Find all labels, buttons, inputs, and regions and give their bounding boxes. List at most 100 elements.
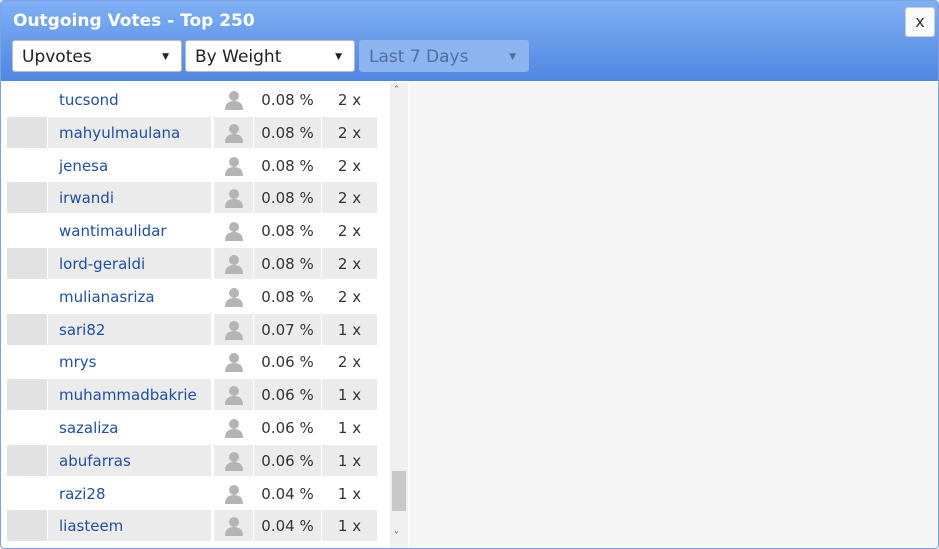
table-row: mahyulmaulana 0.08 % 2 x <box>7 116 377 149</box>
count: 1 x <box>322 379 377 411</box>
count: 1 x <box>322 477 377 509</box>
avatar-cell <box>214 116 255 148</box>
count: 2 x <box>322 116 377 148</box>
percent: 0.06 % <box>254 444 323 476</box>
rank-cell <box>7 116 49 148</box>
percent: 0.08 % <box>254 85 323 115</box>
table-row: irwandi 0.08 % 2 x <box>7 182 377 214</box>
avatar-cell <box>214 346 255 378</box>
rank-cell <box>7 379 49 411</box>
username[interactable]: mahyulmaulana <box>48 116 213 148</box>
table-row: abufarras 0.06 % 1 x <box>7 444 377 477</box>
username[interactable]: mulianasriza <box>48 280 213 312</box>
percent: 0.06 % <box>254 346 323 378</box>
rank-cell <box>7 346 49 378</box>
rank-cell <box>7 149 49 181</box>
percent: 0.04 % <box>254 477 323 509</box>
percent: 0.08 % <box>254 149 323 181</box>
username[interactable]: lord-geraldi <box>48 248 213 279</box>
table-row: mrys 0.06 % 2 x <box>7 346 377 378</box>
avatar-cell <box>214 313 255 345</box>
avatar-cell <box>214 510 255 542</box>
username[interactable]: mrys <box>48 346 213 378</box>
vote-list: tucsond 0.08 % 2 x mahyulmaulana 0.08 % 2 x je… <box>7 85 377 545</box>
dropdown[interactable]: Upvotes ▼ <box>12 40 182 72</box>
percent: 0.08 % <box>254 116 323 148</box>
avatar-cell <box>214 444 255 476</box>
avatar-icon <box>225 320 243 340</box>
rank-cell <box>7 280 49 312</box>
avatar-icon <box>225 123 243 143</box>
avatar-icon <box>225 91 243 110</box>
avatar-icon <box>225 255 243 274</box>
table-row: liasteem 0.04 % 1 x <box>7 510 377 542</box>
username[interactable]: wantimaulidar <box>48 215 213 247</box>
table-row: jenesa 0.08 % 2 x <box>7 149 377 182</box>
username[interactable]: razi28 <box>48 477 213 509</box>
count: 2 x <box>322 248 377 279</box>
table-row: sazaliza 0.06 % 1 x <box>7 412 377 444</box>
avatar-cell <box>214 248 255 279</box>
scrollbar[interactable]: ˄ ˅ <box>390 83 408 548</box>
avatar-icon <box>225 189 243 209</box>
count: 2 x <box>322 85 377 115</box>
count: 1 x <box>322 444 377 476</box>
username[interactable]: tucsond <box>48 85 213 115</box>
username[interactable]: jenesa <box>48 149 213 181</box>
rank-cell <box>7 182 49 214</box>
avatar-icon <box>225 353 243 373</box>
percent: 0.08 % <box>254 182 323 214</box>
table-row: mulianasriza 0.08 % 2 x <box>7 280 377 313</box>
count: 1 x <box>322 412 377 443</box>
rank-cell <box>7 313 49 345</box>
avatar-cell <box>214 280 255 312</box>
title: Outgoing Votes - Top 250 <box>13 11 255 31</box>
username[interactable]: abufarras <box>48 444 213 476</box>
table-row: tucsond 0.08 % 2 x <box>7 85 377 116</box>
rank-cell <box>7 477 49 509</box>
rank-cell <box>7 85 49 115</box>
count: 2 x <box>322 182 377 214</box>
avatar-icon <box>225 156 243 176</box>
percent: 0.08 % <box>254 215 323 247</box>
rank-cell <box>7 444 49 476</box>
avatar-cell <box>214 85 255 115</box>
close-button[interactable]: x <box>905 7 935 37</box>
count: 2 x <box>322 215 377 247</box>
count: 2 x <box>322 346 377 378</box>
dropdown-label: By Weight <box>195 47 282 67</box>
avatar-icon <box>225 222 243 242</box>
percent: 0.08 % <box>254 248 323 279</box>
avatar-cell <box>214 477 255 509</box>
dropdown-label: Upvotes <box>22 47 92 67</box>
username[interactable]: irwandi <box>48 182 213 214</box>
username[interactable]: liasteem <box>48 510 213 542</box>
avatar-cell <box>214 379 255 411</box>
avatar-icon <box>225 451 243 471</box>
rank-cell <box>7 412 49 443</box>
header: Outgoing Votes - Top 250 x Upvotes ▼ By W… <box>1 1 938 81</box>
avatar-icon <box>225 517 243 537</box>
table-row: sari82 0.07 % 1 x <box>7 313 377 346</box>
avatar-cell <box>214 149 255 181</box>
avatar-icon <box>225 419 243 438</box>
count: 1 x <box>322 313 377 345</box>
table-row: lord-geraldi 0.08 % 2 x <box>7 248 377 280</box>
dropdown[interactable]: By Weight ▼ <box>185 40 355 72</box>
avatar-cell <box>214 182 255 214</box>
table-row: muhammadbakrie 0.06 % 1 x <box>7 379 377 411</box>
rank-cell <box>7 248 49 279</box>
chart <box>409 83 938 548</box>
count: 1 x <box>322 510 377 542</box>
username[interactable]: sari82 <box>48 313 213 345</box>
avatar-icon <box>225 484 243 504</box>
dropdown-label: Last 7 Days <box>369 47 469 67</box>
username[interactable]: muhammadbakrie <box>48 379 213 411</box>
avatar-icon <box>225 386 243 406</box>
table-row: razi28 0.04 % 1 x <box>7 477 377 510</box>
count: 2 x <box>322 280 377 312</box>
percent: 0.06 % <box>254 412 323 443</box>
table-row: wantimaulidar 0.08 % 2 x <box>7 215 377 247</box>
username[interactable]: sazaliza <box>48 412 213 443</box>
percent: 0.08 % <box>254 280 323 312</box>
